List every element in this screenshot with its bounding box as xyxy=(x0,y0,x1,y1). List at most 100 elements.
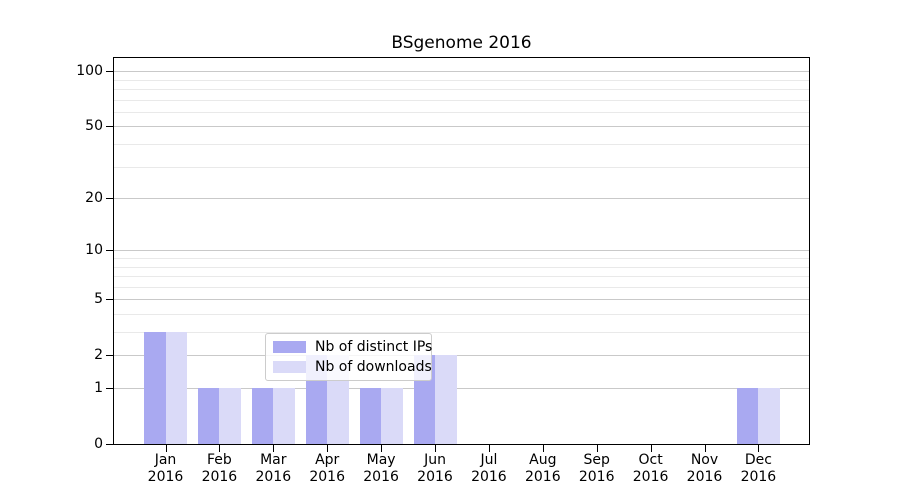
y-tick-mark-5 xyxy=(106,299,113,301)
bar-nb-of-distinct-ips-dec xyxy=(736,388,759,444)
x-tick-label-year: 2016 xyxy=(147,469,184,485)
x-tick-mark-feb xyxy=(219,445,221,452)
x-tick-label-month: Jul xyxy=(480,452,498,468)
gridline-major-5 xyxy=(114,299,809,301)
x-tick-label-oct: Oct 2016 xyxy=(619,452,683,486)
x-tick-label-apr: Apr 2016 xyxy=(295,452,359,486)
x-tick-label-mar: Mar 2016 xyxy=(241,452,305,486)
x-tick-mark-nov xyxy=(704,445,706,452)
gridline-minor-60 xyxy=(114,111,809,113)
bar-nb-of-downloads-jan xyxy=(165,332,187,444)
y-tick-mark-100 xyxy=(106,71,113,73)
gridline-minor-7 xyxy=(114,276,809,278)
x-tick-mark-aug xyxy=(542,445,544,452)
bar-nb-of-downloads-may xyxy=(381,388,403,444)
x-tick-label-sep: Sep 2016 xyxy=(565,452,629,486)
bar-nb-of-distinct-ips-mar xyxy=(251,388,274,444)
x-tick-label-year: 2016 xyxy=(524,469,561,485)
x-tick-mark-oct xyxy=(650,445,652,452)
gridline-minor-90 xyxy=(114,79,809,81)
y-tick-mark-50 xyxy=(106,126,113,128)
bar-nb-of-distinct-ips-may xyxy=(359,388,382,444)
x-tick-label-month: Oct xyxy=(638,452,663,468)
bar-nb-of-downloads-jun xyxy=(435,355,457,444)
x-tick-mark-sep xyxy=(596,445,598,452)
legend-swatch-downloads xyxy=(273,360,306,373)
y-tick-label-100: 100 xyxy=(76,63,103,80)
x-tick-mark-may xyxy=(381,445,383,452)
y-tick-label-10: 10 xyxy=(85,242,103,259)
chart-title: BSgenome 2016 xyxy=(391,33,532,53)
x-tick-label-nov: Nov 2016 xyxy=(673,452,737,486)
x-tick-label-month: May xyxy=(366,452,396,468)
x-tick-mark-jul xyxy=(488,445,490,452)
y-tick-label-5: 5 xyxy=(94,291,103,308)
gridline-major-10 xyxy=(114,250,809,252)
x-tick-label-jul: Jul 2016 xyxy=(457,452,521,486)
x-tick-label-month: Aug xyxy=(529,452,557,468)
gridline-major-1 xyxy=(114,388,809,390)
x-tick-label-jun: Jun 2016 xyxy=(403,452,467,486)
x-tick-label-year: 2016 xyxy=(632,469,669,485)
y-tick-mark-20 xyxy=(106,198,113,200)
x-tick-label-aug: Aug 2016 xyxy=(511,452,575,486)
bar-nb-of-downloads-feb xyxy=(219,388,241,444)
bar-nb-of-downloads-dec xyxy=(758,388,780,444)
y-tick-mark-0 xyxy=(106,444,113,445)
legend-label-distinct-ips: Nb of distinct IPs xyxy=(315,339,433,356)
x-tick-label-month: Dec xyxy=(744,452,772,468)
gridline-major-100 xyxy=(114,71,809,73)
x-tick-label-month: Feb xyxy=(206,452,232,468)
bar-nb-of-downloads-mar xyxy=(273,388,295,444)
gridline-major-2 xyxy=(114,355,809,357)
gridline-minor-40 xyxy=(114,144,809,146)
gridline-major-20 xyxy=(114,198,809,200)
x-tick-mark-dec xyxy=(758,445,760,452)
gridline-minor-3 xyxy=(114,332,809,334)
x-tick-mark-apr xyxy=(327,445,329,452)
x-tick-mark-mar xyxy=(273,445,275,452)
gridline-minor-30 xyxy=(114,166,809,168)
gridline-minor-8 xyxy=(114,266,809,268)
x-tick-label-year: 2016 xyxy=(255,469,292,485)
x-tick-label-year: 2016 xyxy=(740,469,777,485)
x-tick-label-year: 2016 xyxy=(471,469,507,485)
bar-nb-of-distinct-ips-feb xyxy=(197,388,220,444)
x-tick-label-dec: Dec 2016 xyxy=(726,452,790,486)
x-tick-label-year: 2016 xyxy=(686,469,723,485)
x-tick-label-month: Nov xyxy=(690,452,719,468)
x-tick-label-month: Jan xyxy=(154,452,177,468)
x-tick-label-jan: Jan 2016 xyxy=(134,452,198,486)
x-tick-label-may: May 2016 xyxy=(349,452,413,486)
legend: Nb of distinct IPs Nb of downloads xyxy=(265,333,432,381)
y-tick-mark-1 xyxy=(106,388,113,390)
legend-label-downloads: Nb of downloads xyxy=(315,358,432,375)
gridline-minor-80 xyxy=(114,89,809,91)
gridline-minor-4 xyxy=(114,314,809,315)
y-tick-label-0: 0 xyxy=(94,436,103,452)
y-tick-label-2: 2 xyxy=(94,347,103,364)
x-tick-label-year: 2016 xyxy=(417,469,453,485)
gridline-minor-6 xyxy=(114,286,809,288)
legend-entry-distinct-ips: Nb of distinct IPs xyxy=(273,339,432,355)
gridline-minor-70 xyxy=(114,99,809,101)
y-tick-mark-2 xyxy=(106,355,113,357)
x-tick-label-year: 2016 xyxy=(363,469,399,485)
plot-area xyxy=(113,57,810,445)
x-tick-label-year: 2016 xyxy=(201,469,238,485)
y-tick-label-50: 50 xyxy=(85,118,103,135)
y-tick-label-1: 1 xyxy=(94,380,103,397)
x-tick-label-month: Apr xyxy=(315,452,340,468)
x-tick-label-month: Jun xyxy=(424,452,446,468)
x-tick-mark-jun xyxy=(435,445,436,452)
gridline-minor-9 xyxy=(114,258,809,260)
x-tick-label-month: Sep xyxy=(583,452,610,468)
x-tick-label-year: 2016 xyxy=(309,469,345,485)
x-tick-mark-jan xyxy=(165,445,167,452)
bar-nb-of-distinct-ips-jan xyxy=(144,332,166,444)
legend-entry-downloads: Nb of downloads xyxy=(273,359,432,375)
y-tick-mark-10 xyxy=(106,250,113,252)
gridline-major-50 xyxy=(114,126,809,128)
x-tick-label-feb: Feb 2016 xyxy=(187,452,251,486)
